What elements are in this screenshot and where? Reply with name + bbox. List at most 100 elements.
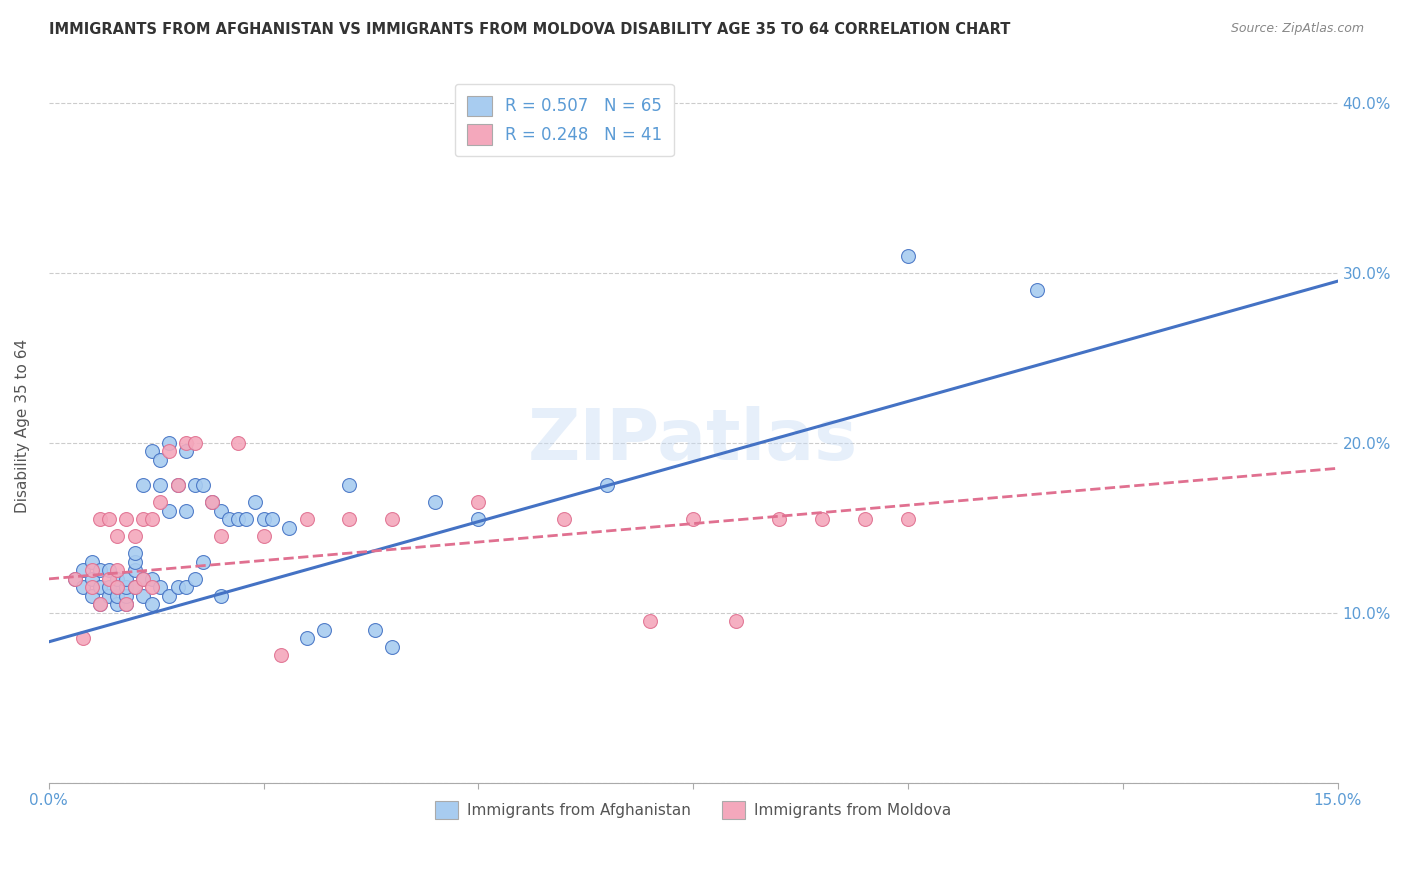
Point — [166, 478, 188, 492]
Point — [897, 249, 920, 263]
Point — [596, 478, 619, 492]
Point — [132, 572, 155, 586]
Text: ZIPatlas: ZIPatlas — [529, 406, 858, 475]
Point — [97, 512, 120, 526]
Point — [226, 435, 249, 450]
Point — [141, 581, 163, 595]
Point — [467, 512, 489, 526]
Point — [184, 572, 207, 586]
Point — [339, 478, 361, 492]
Point — [262, 512, 284, 526]
Point — [141, 572, 163, 586]
Point — [124, 555, 146, 569]
Point — [157, 435, 180, 450]
Point — [218, 512, 240, 526]
Point — [553, 512, 575, 526]
Point — [243, 495, 266, 509]
Point — [107, 581, 129, 595]
Point — [193, 555, 215, 569]
Point — [141, 512, 163, 526]
Point — [638, 615, 661, 629]
Point — [115, 598, 138, 612]
Point — [132, 478, 155, 492]
Point — [270, 648, 292, 663]
Point — [193, 478, 215, 492]
Point — [149, 495, 172, 509]
Point — [235, 512, 257, 526]
Point — [209, 504, 232, 518]
Point — [381, 640, 404, 654]
Point — [107, 563, 129, 577]
Point — [252, 529, 274, 543]
Text: Source: ZipAtlas.com: Source: ZipAtlas.com — [1230, 22, 1364, 36]
Point — [107, 572, 129, 586]
Point — [252, 512, 274, 526]
Point — [115, 572, 138, 586]
Point — [63, 572, 86, 586]
Point — [72, 581, 94, 595]
Point — [97, 581, 120, 595]
Point — [295, 632, 318, 646]
Point — [1025, 283, 1047, 297]
Point — [124, 581, 146, 595]
Point — [897, 512, 920, 526]
Point — [157, 589, 180, 603]
Point — [381, 512, 404, 526]
Point — [166, 581, 188, 595]
Point — [184, 435, 207, 450]
Point — [72, 632, 94, 646]
Point — [124, 546, 146, 560]
Point — [339, 512, 361, 526]
Point — [115, 598, 138, 612]
Point — [201, 495, 224, 509]
Point — [811, 512, 834, 526]
Point — [80, 563, 103, 577]
Point — [89, 512, 111, 526]
Point — [115, 512, 138, 526]
Point — [80, 581, 103, 595]
Point — [184, 478, 207, 492]
Point — [80, 572, 103, 586]
Point — [209, 589, 232, 603]
Point — [107, 529, 129, 543]
Point — [89, 598, 111, 612]
Point — [72, 563, 94, 577]
Point — [89, 563, 111, 577]
Point — [97, 589, 120, 603]
Point — [132, 572, 155, 586]
Point — [467, 495, 489, 509]
Point — [209, 529, 232, 543]
Point — [166, 478, 188, 492]
Point — [174, 581, 197, 595]
Point — [174, 444, 197, 458]
Point — [725, 615, 748, 629]
Point — [124, 581, 146, 595]
Point — [124, 563, 146, 577]
Point — [149, 581, 172, 595]
Point — [174, 435, 197, 450]
Point — [768, 512, 790, 526]
Point — [149, 452, 172, 467]
Point — [157, 504, 180, 518]
Point — [141, 444, 163, 458]
Point — [364, 623, 387, 637]
Point — [89, 598, 111, 612]
Point — [124, 529, 146, 543]
Point — [141, 598, 163, 612]
Point — [107, 581, 129, 595]
Point — [157, 444, 180, 458]
Point — [107, 589, 129, 603]
Point — [682, 512, 704, 526]
Point — [97, 572, 120, 586]
Point — [425, 495, 447, 509]
Point — [295, 512, 318, 526]
Legend: Immigrants from Afghanistan, Immigrants from Moldova: Immigrants from Afghanistan, Immigrants … — [429, 795, 957, 825]
Point — [115, 581, 138, 595]
Point — [80, 589, 103, 603]
Point — [89, 581, 111, 595]
Y-axis label: Disability Age 35 to 64: Disability Age 35 to 64 — [15, 339, 30, 513]
Point — [132, 589, 155, 603]
Text: IMMIGRANTS FROM AFGHANISTAN VS IMMIGRANTS FROM MOLDOVA DISABILITY AGE 35 TO 64 C: IMMIGRANTS FROM AFGHANISTAN VS IMMIGRANT… — [49, 22, 1011, 37]
Point — [115, 589, 138, 603]
Point — [132, 512, 155, 526]
